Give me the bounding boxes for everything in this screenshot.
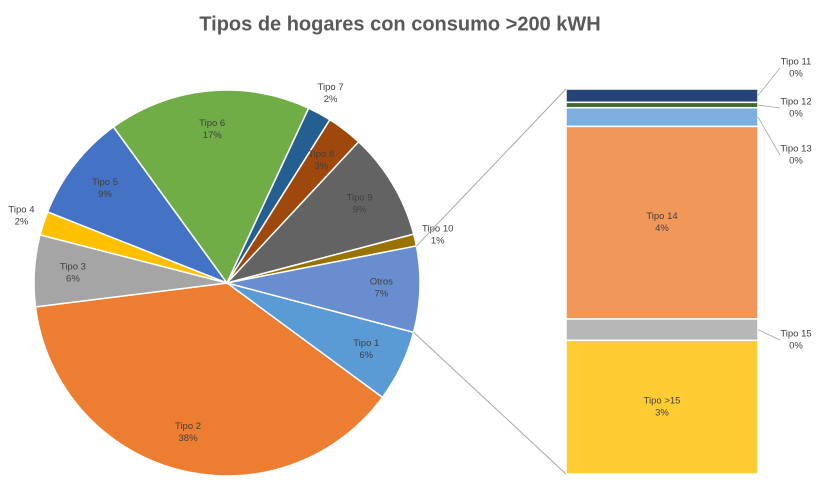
slice-label: Tipo >15 bbox=[644, 396, 681, 407]
slice-value-label: 0% bbox=[789, 341, 803, 352]
leader-line bbox=[757, 329, 781, 341]
slice-value-label: 17% bbox=[203, 130, 223, 141]
slice-value-label: 1% bbox=[431, 235, 445, 246]
bar-segment bbox=[565, 125, 759, 320]
slice-value-label: 6% bbox=[66, 274, 80, 285]
connector-line bbox=[416, 88, 567, 247]
slice-label: Tipo 3 bbox=[60, 262, 86, 273]
slice-label: Tipo 4 bbox=[8, 205, 34, 216]
leader-line bbox=[757, 116, 781, 156]
slice-label: Tipo 8 bbox=[308, 149, 334, 160]
slice-label: Tipo 6 bbox=[199, 118, 225, 129]
slice-label: Tipo 15 bbox=[780, 329, 811, 340]
slice-label: Tipo 13 bbox=[780, 144, 811, 155]
bar-segment bbox=[565, 339, 759, 475]
pie-slice bbox=[46, 125, 230, 285]
slice-value-label: 0% bbox=[789, 109, 803, 120]
slice-label: Tipo 14 bbox=[646, 211, 677, 222]
slice-label: Tipo 10 bbox=[422, 223, 453, 234]
slice-value-label: 2% bbox=[324, 94, 338, 105]
bar-segment bbox=[565, 101, 759, 109]
leader-line bbox=[757, 67, 781, 96]
slice-label: Tipo 9 bbox=[347, 192, 373, 203]
slice-value-label: 38% bbox=[179, 433, 199, 444]
slice-label: Tipo 12 bbox=[780, 97, 811, 108]
bar-segment bbox=[565, 106, 759, 128]
slice-value-label: 0% bbox=[789, 156, 803, 167]
slice-label: Tipo 11 bbox=[781, 57, 812, 68]
slice-value-label: 4% bbox=[655, 223, 669, 234]
slice-value-label: 7% bbox=[374, 289, 388, 300]
slice-label: Otros bbox=[370, 277, 393, 288]
pie-slice bbox=[224, 140, 415, 285]
slice-label: Tipo 1 bbox=[353, 338, 379, 349]
slice-value-label: 3% bbox=[655, 408, 669, 419]
slice-label: Tipo 5 bbox=[92, 177, 118, 188]
slice-value-label: 9% bbox=[353, 204, 367, 215]
leader-line bbox=[757, 104, 781, 109]
pie-slice bbox=[112, 89, 310, 285]
slice-label: Tipo 2 bbox=[175, 421, 201, 432]
connector-line bbox=[413, 331, 567, 475]
pie-slice bbox=[226, 245, 421, 334]
slice-value-label: 0% bbox=[789, 69, 803, 80]
slice-value-label: 3% bbox=[314, 161, 328, 172]
pie-slice bbox=[34, 282, 384, 477]
slice-label: Tipo 7 bbox=[318, 82, 344, 93]
slice-value-label: 6% bbox=[359, 350, 373, 361]
slice-value-label: 2% bbox=[15, 217, 29, 228]
bar-segment bbox=[565, 88, 759, 104]
bar-segment bbox=[565, 318, 759, 342]
slice-value-label: 9% bbox=[98, 189, 112, 200]
chart-title: Tipos de hogares con consumo >200 kWH bbox=[199, 13, 600, 35]
